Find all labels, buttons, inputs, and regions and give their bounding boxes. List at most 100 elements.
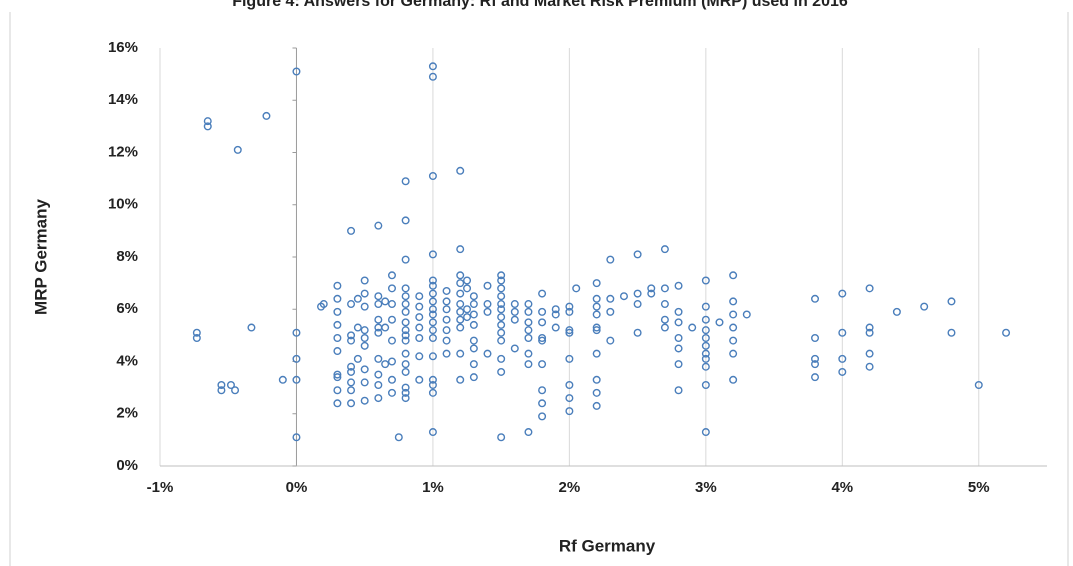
point <box>811 373 820 382</box>
point <box>1002 328 1011 337</box>
point <box>811 333 820 342</box>
point <box>483 281 492 290</box>
point <box>217 386 226 395</box>
point <box>865 323 874 332</box>
point <box>442 305 451 314</box>
point <box>524 318 533 327</box>
point <box>592 302 601 311</box>
y-tick-label: 6% <box>116 300 138 317</box>
point <box>729 310 738 319</box>
point <box>428 381 437 390</box>
point <box>483 349 492 358</box>
point <box>729 271 738 280</box>
point <box>428 326 437 335</box>
point <box>415 292 424 301</box>
point <box>674 318 683 327</box>
point <box>456 349 465 358</box>
point <box>565 328 574 337</box>
point <box>660 300 669 309</box>
point <box>401 300 410 309</box>
point <box>456 279 465 288</box>
point <box>469 292 478 301</box>
x-tick-label: 3% <box>695 479 717 496</box>
point <box>428 297 437 306</box>
point <box>865 362 874 371</box>
point <box>442 326 451 335</box>
point <box>401 326 410 335</box>
point <box>333 347 342 356</box>
point <box>469 360 478 369</box>
point <box>347 331 356 340</box>
point <box>456 323 465 332</box>
point <box>374 370 383 379</box>
point <box>415 302 424 311</box>
point <box>401 336 410 345</box>
point <box>524 349 533 358</box>
point <box>456 166 465 175</box>
point <box>428 276 437 285</box>
point <box>456 300 465 309</box>
point <box>374 354 383 363</box>
point <box>469 344 478 353</box>
point <box>203 122 212 131</box>
point <box>660 245 669 254</box>
point <box>347 378 356 387</box>
point <box>701 326 710 335</box>
point <box>647 289 656 298</box>
point <box>428 388 437 397</box>
point <box>483 307 492 316</box>
point <box>387 388 396 397</box>
point <box>360 378 369 387</box>
point <box>428 318 437 327</box>
point <box>592 294 601 303</box>
point <box>633 289 642 298</box>
point <box>497 276 506 285</box>
point <box>347 336 356 345</box>
point <box>442 349 451 358</box>
point <box>497 284 506 293</box>
point <box>278 375 287 384</box>
point <box>572 284 581 293</box>
point <box>401 307 410 316</box>
point <box>319 300 328 309</box>
point <box>360 365 369 374</box>
point <box>838 328 847 337</box>
point <box>333 370 342 379</box>
point <box>701 276 710 285</box>
point <box>428 172 437 181</box>
point <box>524 307 533 316</box>
point <box>483 300 492 309</box>
point <box>401 292 410 301</box>
y-tick-label: 10% <box>108 196 138 213</box>
point <box>387 315 396 324</box>
x-tick-label: 1% <box>422 479 444 496</box>
point <box>428 428 437 437</box>
point <box>633 328 642 337</box>
point <box>333 333 342 342</box>
point <box>381 323 390 332</box>
point <box>565 394 574 403</box>
point <box>347 399 356 408</box>
point <box>469 373 478 382</box>
point <box>524 300 533 309</box>
point <box>353 323 362 332</box>
point <box>811 354 820 363</box>
point <box>701 354 710 363</box>
point <box>497 300 506 309</box>
point <box>742 310 751 319</box>
point <box>442 297 451 306</box>
point <box>715 318 724 327</box>
point <box>292 375 301 384</box>
point <box>674 386 683 395</box>
point <box>415 313 424 322</box>
point <box>428 250 437 259</box>
point <box>647 284 656 293</box>
point <box>203 117 212 126</box>
point <box>701 302 710 311</box>
point <box>262 111 271 120</box>
point <box>811 360 820 369</box>
point <box>497 305 506 314</box>
point <box>606 336 615 345</box>
point <box>381 297 390 306</box>
